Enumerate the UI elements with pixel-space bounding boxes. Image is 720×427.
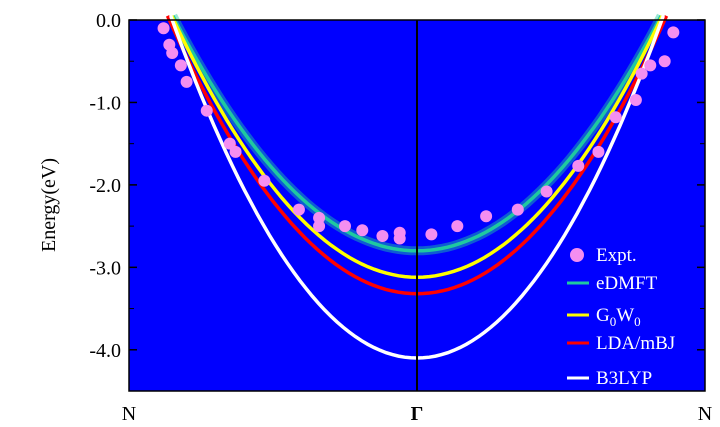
legend-label: eDMFT (596, 273, 658, 294)
expt-point (658, 55, 671, 68)
expt-point (609, 111, 622, 124)
expt-point (667, 26, 680, 39)
expt-point (592, 145, 605, 158)
legend-label: LDA/mBJ (596, 333, 675, 354)
expt-point (480, 210, 493, 223)
expt-point (313, 211, 326, 224)
expt-point (313, 220, 326, 233)
expt-point (451, 220, 464, 233)
y-tick-label: -3.0 (89, 257, 121, 279)
expt-point (425, 228, 438, 241)
x-tick-label: N (698, 403, 712, 425)
expt-point (540, 185, 553, 198)
expt-point (180, 75, 193, 88)
legend: Expt. eDMFT G0W0 LDA/mBJ B3LYP (567, 245, 675, 389)
legend-label: G0W0 (596, 305, 641, 329)
y-tick-label: -1.0 (89, 92, 121, 114)
x-tick-label: N (122, 403, 136, 425)
expt-point (174, 59, 187, 72)
expt-points (157, 22, 680, 245)
y-axis-title: Energy(eV) (38, 158, 60, 252)
y-tick-label: -2.0 (89, 175, 121, 197)
expt-point (644, 59, 657, 72)
legend-marker-expt (570, 248, 584, 262)
expt-point (292, 203, 305, 216)
expt-point (511, 203, 524, 216)
expt-point (166, 46, 179, 59)
expt-point (629, 93, 642, 106)
legend-label: Expt. (596, 245, 637, 266)
x-tick-label: Γ (411, 403, 424, 425)
expt-point (157, 22, 170, 35)
expt-point (258, 174, 271, 187)
legend-label: B3LYP (596, 368, 652, 389)
expt-point (339, 220, 351, 233)
expt-point (200, 104, 213, 117)
expt-point (229, 145, 242, 158)
expt-point (635, 67, 648, 80)
expt-point (572, 159, 585, 172)
plot-frame (128, 19, 706, 392)
expt-point (376, 230, 389, 243)
y-tick-label: -4.0 (89, 340, 121, 362)
y-tick-label: 0.0 (96, 10, 121, 32)
expt-point (393, 232, 406, 245)
expt-point (356, 224, 369, 237)
